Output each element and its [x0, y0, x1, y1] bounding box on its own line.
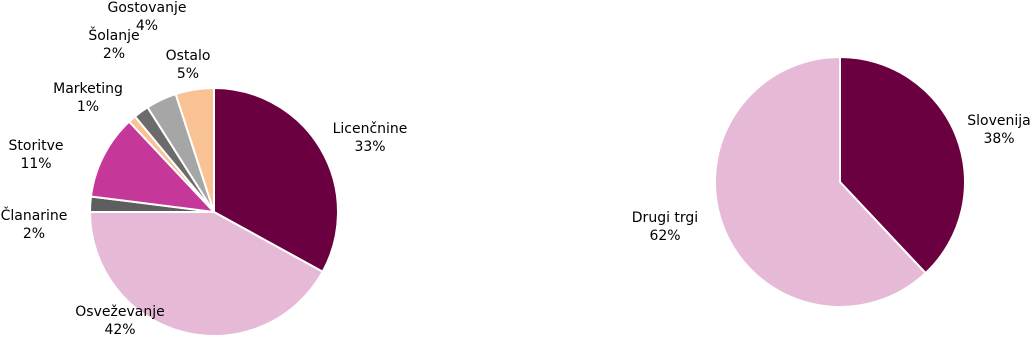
- pie-slice-drugi-trgi: [714, 56, 927, 308]
- pie-slice-licencnine: [213, 87, 339, 273]
- slice-percentage: 2%: [103, 46, 125, 62]
- pie-slice-osvezevanje: [89, 211, 324, 337]
- slice-percentage: 42%: [104, 322, 135, 338]
- slice-percentage: 1%: [77, 99, 99, 115]
- market-pie: [714, 56, 966, 308]
- slice-name: Licenčnine: [333, 121, 408, 137]
- slice-name: Ostalo: [166, 48, 211, 64]
- slice-percentage: 5%: [177, 66, 199, 82]
- slice-name: Marketing: [53, 81, 123, 97]
- slice-label-storitve: Storitve 11%: [9, 138, 64, 172]
- slice-name: Gostovanje: [107, 0, 186, 16]
- market-labels: Slovenija 38% Drugi trgi 62%: [632, 113, 1031, 244]
- slice-name: Drugi trgi: [632, 210, 698, 226]
- slice-percentage: 2%: [23, 226, 45, 242]
- pie-slice-ostalo: [174, 87, 215, 213]
- slice-percentage: 33%: [354, 139, 385, 155]
- slice-name: Osveževanje: [75, 304, 164, 320]
- slice-label-gostovanje: Gostovanje 4%: [107, 0, 186, 34]
- slice-label-osvezevanje: Osveževanje 42%: [75, 304, 164, 338]
- slice-label-marketing: Marketing 1%: [53, 81, 123, 115]
- slice-label-slovenija: Slovenija 38%: [967, 113, 1030, 147]
- slice-name: Članarine: [1, 206, 68, 224]
- slice-label-drugi-trgi: Drugi trgi 62%: [632, 210, 698, 244]
- slice-label-solanje: Šolanje 2%: [88, 26, 139, 62]
- slice-label-ostalo: Ostalo 5%: [166, 48, 211, 82]
- pie-slice-slovenija: [839, 56, 966, 275]
- slice-name: Šolanje: [88, 26, 139, 44]
- slice-label-licencnine: Licenčnine 33%: [333, 121, 408, 155]
- slice-percentage: 11%: [20, 156, 51, 172]
- pie-slice-storitve: [89, 120, 215, 213]
- slice-percentage: 38%: [983, 131, 1014, 147]
- revenue-type-labels: Licenčnine 33% Osveževanje 42% Članarine 2% St…: [1, 0, 408, 338]
- revenue-type-pie: [89, 87, 339, 337]
- slice-name: Slovenija: [967, 113, 1030, 129]
- slice-percentage: 4%: [136, 18, 158, 34]
- slice-percentage: 62%: [649, 228, 680, 244]
- slice-label-clanarine: Članarine 2%: [1, 206, 68, 242]
- slice-name: Storitve: [9, 138, 64, 154]
